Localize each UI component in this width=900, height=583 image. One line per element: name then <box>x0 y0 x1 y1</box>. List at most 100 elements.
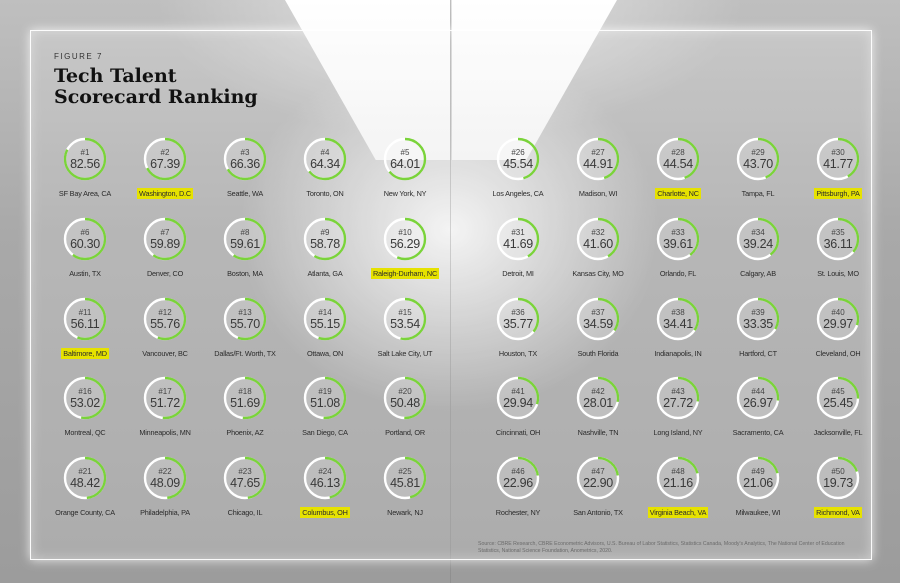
score-ring <box>815 296 861 342</box>
city-label: SF Bay Area, CA <box>43 189 127 198</box>
market-cell: #21 48.42 Orange County, CA <box>43 455 127 533</box>
rank-label: #10 <box>398 228 412 237</box>
rank-label: #28 <box>671 148 685 157</box>
market-cell: #48 21.16 Virginia Beach, VA <box>636 455 720 533</box>
market-cell: #11 56.11 Baltimore, MD <box>43 296 127 374</box>
city-label: Philadelphia, PA <box>123 508 207 517</box>
score-arc <box>303 217 347 261</box>
score-value: 39.61 <box>663 237 693 251</box>
score-arc <box>816 217 860 261</box>
city-label: Chicago, IL <box>203 508 287 517</box>
rank-label: #24 <box>318 467 332 476</box>
rank-label: #31 <box>511 228 525 237</box>
rank-label: #9 <box>320 228 330 237</box>
rank-label: #23 <box>238 467 252 476</box>
score-ring <box>382 455 428 501</box>
market-cell: #29 43.70 Tampa, FL <box>716 136 800 214</box>
score-arc <box>63 297 107 341</box>
city-name: Minneapolis, MN <box>139 428 191 437</box>
market-cell: #42 28.01 Nashville, TN <box>556 375 640 453</box>
score-value: 53.02 <box>70 396 100 410</box>
market-cell: #32 41.60 Kansas City, MO <box>556 216 640 294</box>
market-cell: #41 29.94 Cincinnati, OH <box>476 375 560 453</box>
score-ring <box>735 296 781 342</box>
score-value: 50.48 <box>390 396 420 410</box>
city-label: Detroit, MI <box>476 269 560 278</box>
score-value: 66.36 <box>230 157 260 171</box>
score-arc <box>143 137 187 181</box>
city-name: Phoenix, AZ <box>226 428 264 437</box>
score-value: 44.54 <box>663 157 693 171</box>
city-label: San Diego, CA <box>283 428 367 437</box>
city-label: Milwaukee, WI <box>716 508 800 517</box>
score-value: 39.24 <box>743 237 773 251</box>
score-arc <box>816 456 860 500</box>
city-name: Calgary, AB <box>740 269 776 278</box>
score-value: 58.78 <box>310 237 340 251</box>
score-ring <box>655 136 701 182</box>
score-arc <box>383 456 427 500</box>
score-ring <box>302 216 348 262</box>
city-name: Boston, MA <box>227 269 263 278</box>
score-ring <box>575 375 621 421</box>
rank-label: #12 <box>158 308 172 317</box>
score-value: 46.13 <box>310 476 340 490</box>
city-label: St. Louis, MO <box>796 269 880 278</box>
rank-label: #26 <box>511 148 525 157</box>
score-arc <box>736 376 780 420</box>
rank-label: #29 <box>751 148 765 157</box>
score-arc <box>303 297 347 341</box>
score-ring <box>302 136 348 182</box>
score-value: 64.01 <box>390 157 420 171</box>
rank-label: #4 <box>320 148 330 157</box>
city-label: Phoenix, AZ <box>203 428 287 437</box>
score-arc <box>63 376 107 420</box>
score-value: 53.54 <box>390 317 420 331</box>
score-value: 47.65 <box>230 476 260 490</box>
score-arc <box>143 456 187 500</box>
score-ring <box>575 136 621 182</box>
city-label: Denver, CO <box>123 269 207 278</box>
city-label: Long Island, NY <box>636 428 720 437</box>
city-label: Boston, MA <box>203 269 287 278</box>
city-name: Sacramento, CA <box>732 428 784 437</box>
score-arc <box>496 297 540 341</box>
market-cell: #1 82.56 SF Bay Area, CA <box>43 136 127 214</box>
rank-label: #19 <box>318 387 332 396</box>
score-value: 45.54 <box>503 157 533 171</box>
score-arc <box>656 456 700 500</box>
city-name: Montreal, QC <box>64 428 106 437</box>
market-cell: #35 36.11 St. Louis, MO <box>796 216 880 294</box>
score-ring <box>575 216 621 262</box>
rank-label: #18 <box>238 387 252 396</box>
score-value: 51.69 <box>230 396 260 410</box>
city-label: Austin, TX <box>43 269 127 278</box>
score-value: 28.01 <box>583 396 613 410</box>
market-cell: #38 34.41 Indianapolis, IN <box>636 296 720 374</box>
rank-label: #41 <box>511 387 525 396</box>
city-name: St. Louis, MO <box>817 269 859 278</box>
city-name: Dallas/Ft. Worth, TX <box>214 349 276 358</box>
score-value: 48.42 <box>70 476 100 490</box>
score-arc <box>816 376 860 420</box>
rank-label: #34 <box>751 228 765 237</box>
city-label: Montreal, QC <box>43 428 127 437</box>
rank-label: #6 <box>80 228 90 237</box>
score-ring <box>62 296 108 342</box>
score-arc <box>63 456 107 500</box>
score-ring <box>382 136 428 182</box>
score-value: 43.70 <box>743 157 773 171</box>
city-label: Toronto, ON <box>283 189 367 198</box>
city-label: Portland, OR <box>363 428 447 437</box>
city-name: Ottawa, ON <box>306 349 344 358</box>
score-value: 21.16 <box>663 476 693 490</box>
score-ring <box>382 375 428 421</box>
score-arc <box>63 217 107 261</box>
glass-panel <box>30 30 872 560</box>
score-value: 41.69 <box>503 237 533 251</box>
rank-label: #49 <box>751 467 765 476</box>
city-label: San Antonio, TX <box>556 508 640 517</box>
page-fold <box>450 0 451 583</box>
score-ring <box>495 455 541 501</box>
rank-label: #45 <box>831 387 845 396</box>
